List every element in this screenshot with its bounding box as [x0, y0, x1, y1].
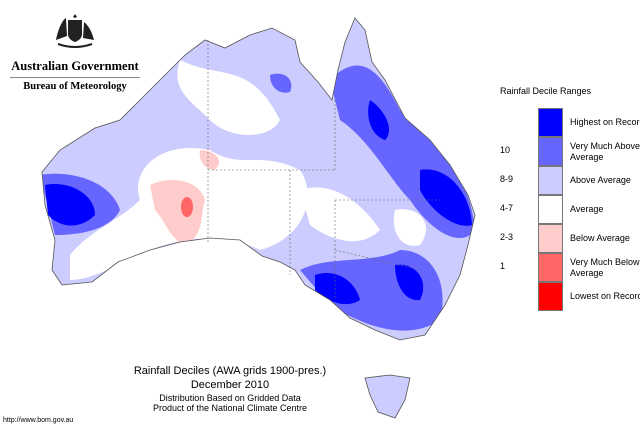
legend-item: 2-3 Below Average [500, 224, 640, 253]
legend-item: Lowest on Record [500, 282, 640, 311]
legend-swatch [538, 282, 563, 311]
legend-label: Very Much Above Average [570, 140, 640, 162]
legend-swatch [538, 137, 563, 166]
legend-item: 8-9 Above Average [500, 166, 640, 195]
legend-item: 10 Very Much Above Average [500, 137, 640, 166]
legend: Rainfall Decile Ranges Highest on Record… [500, 86, 640, 311]
legend-label: Below Average [570, 233, 630, 243]
legend-label: Average [570, 204, 604, 214]
legend-range: 8-9 [500, 174, 514, 184]
state-borders [207, 40, 440, 300]
legend-item: Highest on Record [500, 108, 640, 137]
government-name: Australian Government [10, 59, 140, 78]
caption-product: Product of the National Climate Centre [152, 403, 308, 413]
legend-item: 1 Very Much Below Average [500, 253, 640, 282]
legend-range: 1 [500, 261, 506, 271]
legend-range: 2-3 [500, 232, 514, 242]
legend-swatch [538, 108, 563, 137]
legend-swatch [538, 166, 563, 195]
legend-swatch [538, 195, 563, 224]
map-period: December 2010 [190, 379, 270, 391]
legend-range: 4-7 [500, 203, 514, 213]
australian-government-logo: Australian Government Bureau of Meteorol… [10, 10, 140, 92]
rainfall-decile-map [41, 17, 476, 419]
legend-item: 4-7 Average [500, 195, 640, 224]
coat-of-arms-icon [56, 14, 94, 48]
footer-url-link[interactable]: http://www.bom.gov.au [3, 417, 74, 424]
legend-title: Rainfall Decile Ranges [500, 86, 592, 96]
legend-label: Lowest on Record [570, 291, 640, 301]
legend-label: Very Much Below Average [570, 256, 640, 278]
caption-distribution: Distribution Based on Gridded Data [159, 393, 301, 403]
map-caption: Rainfall Deciles (AWA grids 1900-pres.) … [100, 365, 360, 413]
legend-label: Above Average [570, 175, 631, 185]
legend-swatch [538, 224, 563, 253]
agency-name: Bureau of Meteorology [23, 81, 127, 92]
legend-label: Highest on Record [570, 117, 640, 127]
map-title: Rainfall Deciles (AWA grids 1900-pres.) [133, 365, 327, 377]
legend-swatch [538, 253, 563, 282]
legend-range: 10 [500, 145, 511, 155]
